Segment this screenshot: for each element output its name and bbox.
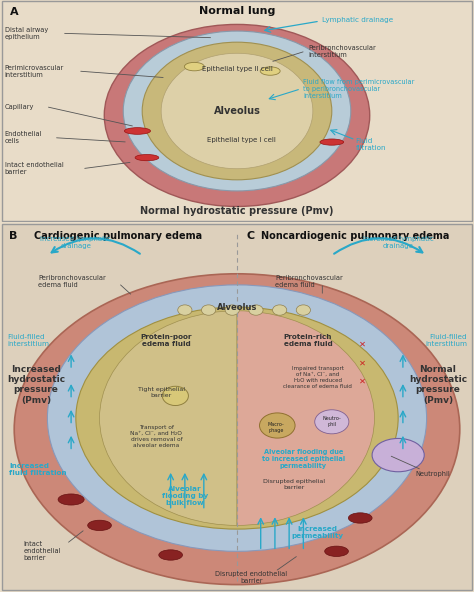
Ellipse shape xyxy=(161,53,313,169)
Text: Protein-poor
edema fluid: Protein-poor edema fluid xyxy=(140,334,191,347)
Ellipse shape xyxy=(104,24,370,207)
Text: A: A xyxy=(9,7,18,17)
Ellipse shape xyxy=(159,550,182,560)
Text: Epithelial type II cell: Epithelial type II cell xyxy=(201,66,273,72)
Text: Transport of
Na⁺, Cl⁻, and H₂O
drives removal of
alveolar edema: Transport of Na⁺, Cl⁻, and H₂O drives re… xyxy=(130,426,182,448)
Text: C: C xyxy=(246,231,255,242)
Ellipse shape xyxy=(76,307,398,529)
Text: Fluid-filled
interstitium: Fluid-filled interstitium xyxy=(425,334,467,347)
Text: Epithelial type I cell: Epithelial type I cell xyxy=(207,137,276,143)
Ellipse shape xyxy=(225,305,239,315)
Ellipse shape xyxy=(123,31,351,191)
Text: Peribronchovascular
interstitium: Peribronchovascular interstitium xyxy=(308,44,376,57)
Ellipse shape xyxy=(249,305,263,315)
Text: Neutro-
phil: Neutro- phil xyxy=(322,416,341,427)
Text: Intact
endothelial
barrier: Intact endothelial barrier xyxy=(24,541,61,561)
Text: Disrupted epithelial
barrier: Disrupted epithelial barrier xyxy=(263,480,325,490)
FancyBboxPatch shape xyxy=(2,224,472,590)
Text: Capillary: Capillary xyxy=(5,104,34,110)
Ellipse shape xyxy=(315,410,349,434)
Text: Peribronchovascular
edema fluid: Peribronchovascular edema fluid xyxy=(38,275,106,288)
Text: ✕: ✕ xyxy=(359,358,366,367)
Text: Increased lymphatic
drainage: Increased lymphatic drainage xyxy=(40,236,111,249)
Text: Protein-rich
edema fluid: Protein-rich edema fluid xyxy=(284,334,332,347)
Text: Normal
hydrostatic
pressure
(Pmv): Normal hydrostatic pressure (Pmv) xyxy=(409,365,467,405)
Text: ✕: ✕ xyxy=(359,377,366,385)
Text: Intact endothelial
barrier: Intact endothelial barrier xyxy=(5,162,64,175)
Text: ✕: ✕ xyxy=(359,340,366,349)
Text: Alveolar
flooding by
bulk flow: Alveolar flooding by bulk flow xyxy=(162,486,208,506)
Ellipse shape xyxy=(296,305,310,315)
Text: Lymphatic drainage: Lymphatic drainage xyxy=(322,17,393,23)
Text: Impaired transport
of Na⁺, Cl⁻, and
H₂O with reduced
clearance of edema fluid: Impaired transport of Na⁺, Cl⁻, and H₂O … xyxy=(283,366,352,388)
Text: B: B xyxy=(9,231,18,242)
Ellipse shape xyxy=(142,42,332,180)
Text: Disrupted endothelial
barrier: Disrupted endothelial barrier xyxy=(215,571,287,584)
Ellipse shape xyxy=(88,520,111,530)
Ellipse shape xyxy=(273,305,287,315)
Text: Increased
hydrostatic
pressure
(Pmv): Increased hydrostatic pressure (Pmv) xyxy=(7,365,65,405)
Ellipse shape xyxy=(47,285,427,551)
Text: Peribronchovascular
edema fluid: Peribronchovascular edema fluid xyxy=(275,275,343,288)
Text: Normal hydrostatic pressure (Pmv): Normal hydrostatic pressure (Pmv) xyxy=(140,206,334,216)
Ellipse shape xyxy=(348,513,372,523)
Ellipse shape xyxy=(260,413,295,438)
Text: Increased
fluid filtration: Increased fluid filtration xyxy=(9,464,67,477)
Text: Increased
permeability: Increased permeability xyxy=(292,526,344,539)
Text: Fluid-filled
interstitium: Fluid-filled interstitium xyxy=(7,334,49,347)
FancyBboxPatch shape xyxy=(2,1,472,221)
Ellipse shape xyxy=(320,139,344,145)
Text: Alveolus: Alveolus xyxy=(214,106,260,116)
Ellipse shape xyxy=(14,274,460,585)
Wedge shape xyxy=(237,311,374,526)
Text: Endothelial
cells: Endothelial cells xyxy=(5,131,42,144)
Text: Fluid flow from perimicrovascular
to peribronchovascular
interstitium: Fluid flow from perimicrovascular to per… xyxy=(303,79,415,99)
Text: Perimicrovascular
interstitium: Perimicrovascular interstitium xyxy=(5,65,64,78)
Text: Alveolus: Alveolus xyxy=(217,303,257,311)
Ellipse shape xyxy=(135,155,159,161)
Text: Distal airway
epithelium: Distal airway epithelium xyxy=(5,27,48,40)
Ellipse shape xyxy=(58,494,84,505)
Ellipse shape xyxy=(184,62,204,71)
Ellipse shape xyxy=(201,305,216,315)
Ellipse shape xyxy=(178,305,192,315)
Ellipse shape xyxy=(162,386,189,406)
Text: Alveolar flooding due
to increased epithelial
permeability: Alveolar flooding due to increased epith… xyxy=(262,449,345,469)
Text: Fluid
filtration: Fluid filtration xyxy=(356,138,386,151)
Text: Cardiogenic pulmonary edema: Cardiogenic pulmonary edema xyxy=(35,231,202,242)
Text: Increased lymphatic
drainage: Increased lymphatic drainage xyxy=(363,236,434,249)
Ellipse shape xyxy=(372,439,424,472)
Text: Macro-
phage: Macro- phage xyxy=(267,422,284,433)
Ellipse shape xyxy=(124,128,151,134)
Wedge shape xyxy=(100,311,237,526)
Text: Tight epithelial
barrier: Tight epithelial barrier xyxy=(137,387,185,398)
Text: Noncardiogenic pulmonary edema: Noncardiogenic pulmonary edema xyxy=(261,231,450,242)
Ellipse shape xyxy=(325,546,348,556)
Text: Neutrophil: Neutrophil xyxy=(416,471,450,477)
Text: Normal lung: Normal lung xyxy=(199,5,275,15)
Ellipse shape xyxy=(260,67,280,75)
